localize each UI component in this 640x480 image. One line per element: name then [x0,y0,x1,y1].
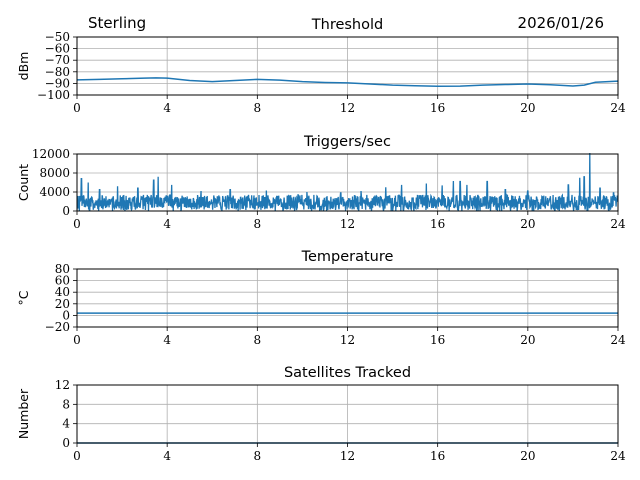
y-tick-label: 4000 [39,185,70,199]
chart-title: Satellites Tracked [284,365,411,381]
header-date-label: 2026/01/26 [518,14,604,32]
series-line-triggers [77,153,618,211]
y-tick-label: 60 [55,274,70,288]
y-tick-label: 0 [62,436,70,450]
x-tick-label: 16 [430,217,445,231]
x-tick-label: 12 [340,217,355,231]
x-tick-label: 20 [520,449,535,463]
chart-panels: 0 4 8 12 16 20 24 −100−90−80−70−60−50 Threshold d… [16,17,626,463]
x-tick-label: 4 [163,333,171,347]
x-tick-label: 8 [254,333,262,347]
x-tick-label: 20 [520,333,535,347]
x-tick-label: 4 [163,101,171,115]
y-tick-label: −70 [45,53,70,67]
y-tick-label: 12 [55,378,70,392]
y-tick-label: −90 [45,76,70,90]
x-tick-label: 0 [73,217,81,231]
y-axis-label: Count [16,164,31,201]
y-tick-label: 8000 [39,166,70,180]
chart-title: Threshold [311,17,383,33]
y-tick-label: 12000 [32,147,70,161]
x-tick-label: 8 [254,449,262,463]
x-tick-label: 8 [254,101,262,115]
y-tick-label: 0 [62,204,70,218]
y-tick-label: −60 [45,42,70,56]
x-tick-label: 0 [73,449,81,463]
chart-title: Triggers/sec [303,134,391,150]
y-tick-label: −20 [45,320,70,334]
y-axis-label: Number [16,388,31,439]
x-tick-label: 0 [73,333,81,347]
y-tick-label: 0 [62,308,70,322]
y-tick-label: 20 [55,297,70,311]
x-tick-label: 16 [430,333,445,347]
x-tick-label: 20 [520,217,535,231]
x-tick-label: 0 [73,101,81,115]
chart-panel-3: 0 4 8 12 16 20 24 0 4 8 12 Satellites Tracked Number [16,365,626,463]
chart-title: Temperature [301,249,394,265]
x-tick-label: 12 [340,333,355,347]
x-tick-label: 8 [254,217,262,231]
x-tick-label: 12 [340,101,355,115]
x-tick-label: 12 [340,449,355,463]
x-tick-label: 16 [430,101,445,115]
y-axis-label: °C [16,290,31,305]
y-tick-label: −50 [45,30,70,44]
header-station-label: Sterling [88,14,146,32]
x-tick-label: 24 [610,101,626,115]
y-tick-label: 4 [62,417,70,431]
y-axis-label: dBm [16,52,31,81]
x-tick-label: 24 [610,333,626,347]
y-tick-label: −80 [45,65,70,79]
y-tick-label: −100 [37,88,70,102]
y-tick-label: 8 [62,397,70,411]
y-tick-label: 40 [55,285,70,299]
chart-panel-1: 0 4 8 12 16 20 24 0 4000 8000 12000 Triggers/sec Cou… [16,134,626,231]
series-line-0-0 [76,77,619,88]
x-tick-label: 20 [520,101,535,115]
chart-panel-0: 0 4 8 12 16 20 24 −100−90−80−70−60−50 Threshold d… [16,17,626,115]
x-tick-label: 16 [430,449,445,463]
x-tick-label: 24 [610,449,626,463]
x-tick-label: 4 [163,217,171,231]
x-tick-label: 24 [610,217,626,231]
y-tick-label: 80 [55,262,70,276]
x-tick-label: 4 [163,449,171,463]
